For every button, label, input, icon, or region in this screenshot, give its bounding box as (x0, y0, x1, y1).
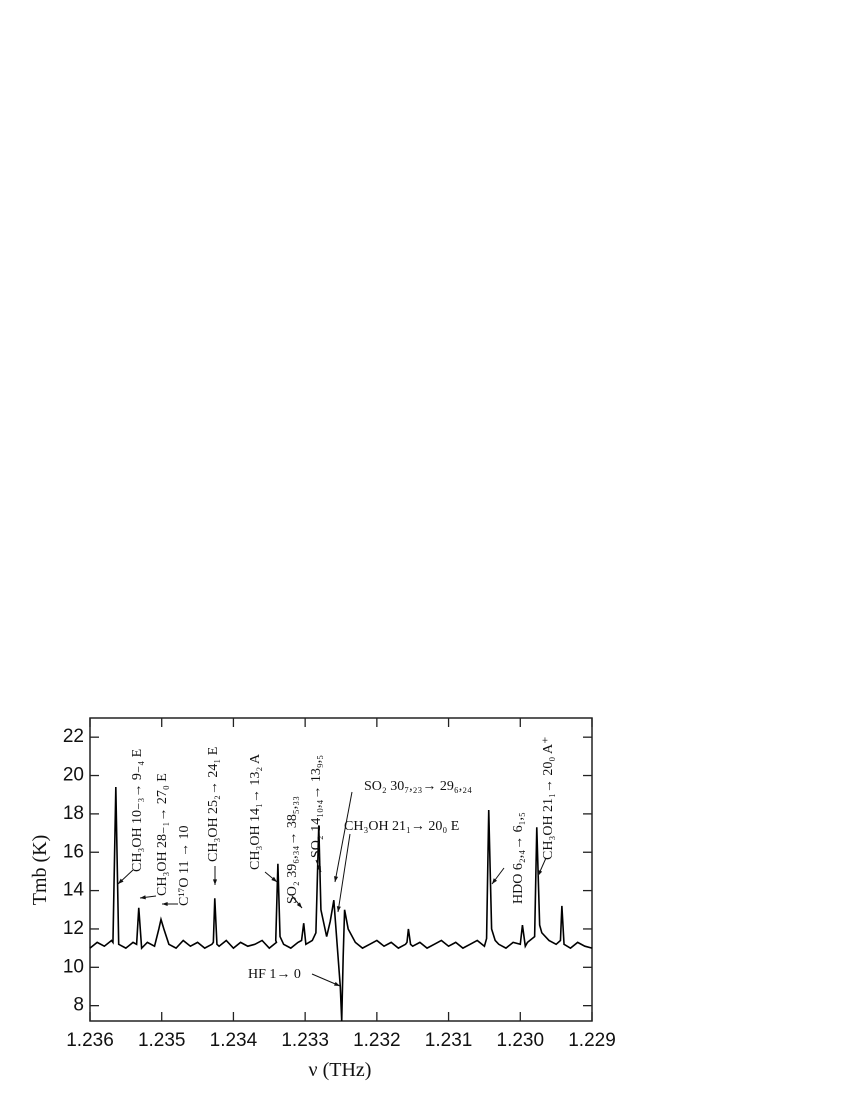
x-tick-label: 1.232 (353, 1030, 401, 1051)
x-tick-label: 1.233 (281, 1030, 329, 1051)
arrow-head (336, 906, 341, 912)
label-arrow (334, 791, 353, 883)
line-label: HDO 6₂,₄→ 6₁,₅ (511, 812, 526, 904)
x-tick-label: 1.231 (425, 1030, 473, 1051)
label-arrow (337, 833, 351, 913)
line-label: HF 1→ 0 (248, 967, 301, 982)
arrow-head (316, 866, 321, 872)
arrow-head (212, 879, 218, 885)
arrow-head (296, 902, 302, 908)
arrow-head (334, 876, 339, 882)
line-label: SO₂ 14₁₀,₄→ 13₉,₅ (309, 755, 324, 858)
line-label: CH₃OH 10₋₃→ 9₋₄ E (130, 749, 145, 872)
y-tick-label: 20 (63, 765, 84, 786)
arrow-head (162, 901, 168, 907)
x-tick-label: 1.235 (138, 1030, 186, 1051)
line-label: SO₂ 30₇,₂₃→ 29₆,₂₄ (364, 779, 472, 794)
line-label: CH₃OH 21₁→ 20₀ E (344, 819, 459, 834)
arrow-head (334, 981, 340, 986)
x-tick-label: 1.234 (210, 1030, 258, 1051)
line-label: C¹⁷O 11 → 10 (177, 825, 192, 906)
arrow-head (271, 876, 277, 882)
x-tick-label: 1.236 (66, 1030, 114, 1051)
arrow-head (538, 870, 543, 876)
x-axis-label: ν (THz) (309, 1059, 372, 1081)
y-tick-label: 22 (63, 726, 84, 747)
y-tick-label: 12 (63, 918, 84, 939)
y-tick-label: 18 (63, 803, 84, 824)
line-label: CH₃OH 21₁→ 20₀ A⁺ (541, 736, 556, 860)
y-tick-label: 16 (63, 841, 84, 862)
line-label: CH₃OH 28₋₁→ 27₀ E (155, 773, 170, 896)
x-tick-label: 1.229 (568, 1030, 616, 1051)
x-tick-label: 1.230 (497, 1030, 545, 1051)
line-label: CH₃OH 14₁→ 13₂ A (248, 753, 263, 870)
y-tick-label: 8 (73, 995, 84, 1016)
line-label: CH₃OH 25₂→ 24₁ E (206, 747, 221, 862)
spectrum-line (89, 787, 593, 1022)
arrow-head (140, 895, 146, 900)
arrow-head (492, 878, 498, 884)
arrow-head (118, 878, 124, 884)
y-tick-label: 14 (63, 880, 85, 901)
y-tick-label: 10 (63, 956, 84, 977)
line-label: SO₂ 39₆,₃₄→ 38₅,₃₃ (285, 796, 300, 904)
y-axis-label: Tmb (K) (29, 835, 51, 906)
